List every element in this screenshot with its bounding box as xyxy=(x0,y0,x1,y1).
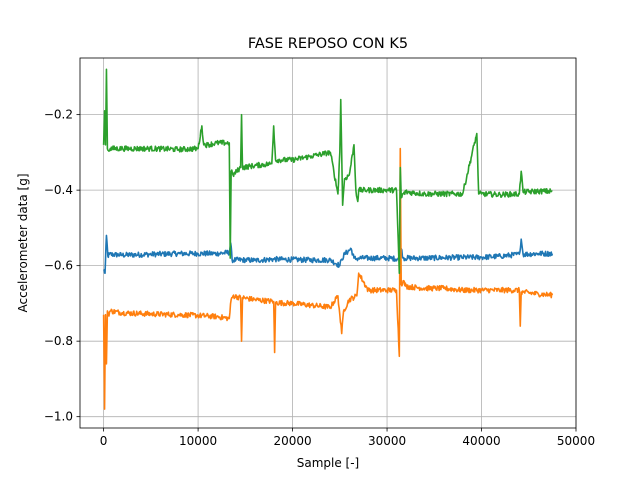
x-tick-label: 50000 xyxy=(557,434,595,448)
x-tick-label: 10000 xyxy=(179,434,217,448)
y-tick-label: −0.4 xyxy=(44,183,73,197)
y-tick-label: −1.0 xyxy=(44,410,73,424)
series-2-line xyxy=(102,147,554,410)
plot-area xyxy=(80,58,576,428)
gridlines xyxy=(80,58,577,428)
x-tick-label: 0 xyxy=(100,434,108,448)
x-axis-label: Sample [-] xyxy=(297,456,360,470)
series-3-line xyxy=(102,68,553,275)
series-1-line xyxy=(103,234,554,275)
y-tick-label: −0.6 xyxy=(44,259,73,273)
x-tick-label: 30000 xyxy=(368,434,406,448)
y-tick-label: −0.8 xyxy=(44,334,73,348)
x-tick-label: 20000 xyxy=(273,434,311,448)
y-tick-label: −0.2 xyxy=(44,108,73,122)
y-axis-label: Accelerometer data [g] xyxy=(16,173,30,312)
y-axis-ticks: −1.0 −0.8 −0.6 −0.4 −0.2 xyxy=(44,108,80,424)
x-tick-label: 40000 xyxy=(462,434,500,448)
series-layer xyxy=(102,68,554,410)
chart-title: FASE REPOSO CON K5 xyxy=(248,36,408,52)
plot-frame xyxy=(79,57,577,429)
x-axis-ticks: 0 10000 20000 30000 40000 50000 xyxy=(100,428,595,448)
